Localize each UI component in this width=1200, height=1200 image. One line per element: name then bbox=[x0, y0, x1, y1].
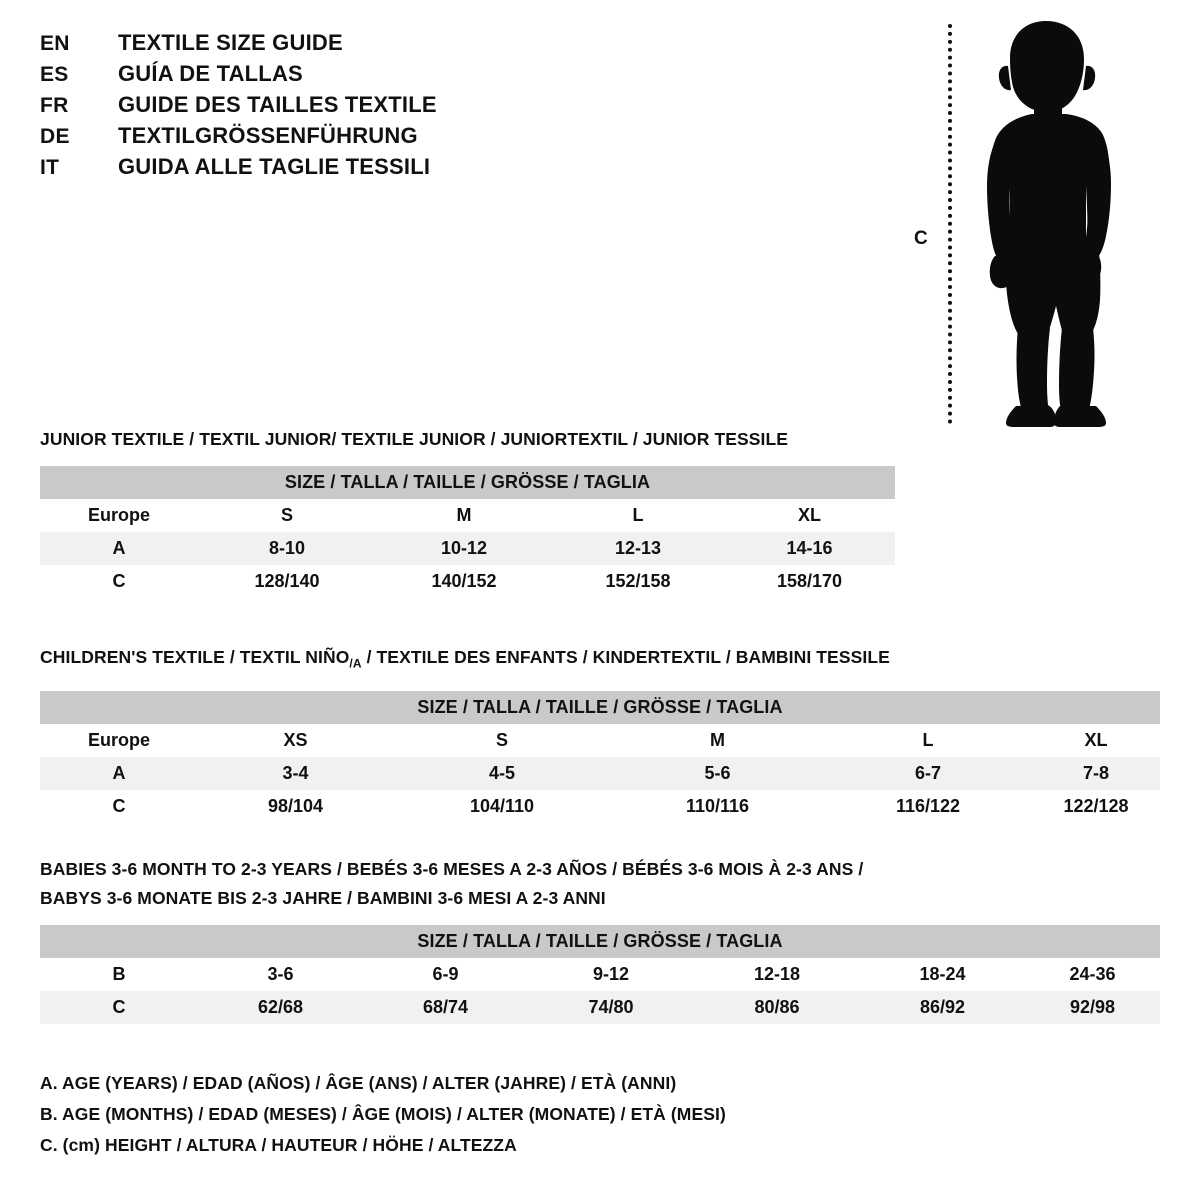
age-cell: 14-16 bbox=[724, 532, 895, 565]
height-dotted-line bbox=[948, 24, 952, 424]
legend-block: A. AGE (YEARS) / EDAD (AÑOS) / ÂGE (ANS)… bbox=[40, 1068, 1160, 1161]
row-label: A bbox=[40, 532, 198, 565]
table-header-row: SIZE / TALLA / TAILLE / GRÖSSE / TAGLIA bbox=[40, 925, 1160, 958]
size-cell: XS bbox=[283, 729, 308, 750]
height-cell: 86/92 bbox=[860, 991, 1025, 1024]
age-cell: 5-6 bbox=[611, 756, 824, 790]
language-row: ES GUÍA DE TALLAS bbox=[40, 61, 660, 92]
language-code: EN bbox=[40, 32, 70, 55]
row-label: A bbox=[40, 756, 198, 790]
table-row: B 3-6 6-9 9-12 12-18 18-24 24-36 bbox=[40, 958, 1160, 991]
age-cell: 4-5 bbox=[393, 756, 611, 790]
language-code: IT bbox=[40, 156, 60, 179]
age-cell: 3-4 bbox=[198, 756, 393, 790]
row-label: C bbox=[112, 571, 126, 591]
height-cell: 116/122 bbox=[895, 795, 961, 816]
babies-size-table: SIZE / TALLA / TAILLE / GRÖSSE / TAGLIA … bbox=[40, 925, 1160, 1024]
legend-line-b: B. AGE (MONTHS) / EDAD (MESES) / ÂGE (MO… bbox=[40, 1104, 726, 1124]
height-cell: 122/128 bbox=[1063, 795, 1129, 816]
months-cell: 24-36 bbox=[1069, 964, 1116, 984]
children-table-header: SIZE / TALLA / TAILLE / GRÖSSE / TAGLIA bbox=[40, 690, 1160, 724]
legend-line-c: C. (cm) HEIGHT / ALTURA / HAUTEUR / HÖHE… bbox=[40, 1135, 517, 1155]
height-cell: 68/74 bbox=[363, 991, 528, 1024]
babies-section-title-line2: BABYS 3-6 MONATE BIS 2-3 JAHRE / BAMBINI… bbox=[40, 888, 606, 908]
size-cell: S bbox=[280, 505, 293, 525]
table-row: C 98/104 104/110 110/116 116/122 122/128 bbox=[40, 790, 1160, 823]
junior-table-header: SIZE / TALLA / TAILLE / GRÖSSE / TAGLIA bbox=[40, 466, 895, 499]
size-cell: M bbox=[710, 729, 725, 750]
height-cell: 74/80 bbox=[528, 991, 694, 1024]
height-cell: 152/158 bbox=[605, 571, 671, 591]
child-silhouette-icon bbox=[987, 21, 1111, 427]
row-label: Europe bbox=[87, 505, 150, 525]
children-section-title-part2: / TEXTILE DES ENFANTS / KINDERTEXTIL / B… bbox=[361, 647, 890, 667]
babies-table-header: SIZE / TALLA / TAILLE / GRÖSSE / TAGLIA bbox=[40, 925, 1160, 958]
months-cell: 3-6 bbox=[267, 964, 294, 984]
age-cell: 8-10 bbox=[198, 532, 376, 565]
table-row: Europe XS S M L XL bbox=[40, 724, 1160, 757]
table-row: A 8-10 10-12 12-13 14-16 bbox=[40, 532, 895, 565]
babies-textile-section: BABIES 3-6 MONTH TO 2-3 YEARS / BEBÉS 3-… bbox=[40, 855, 1160, 1024]
months-cell: 12-18 bbox=[753, 964, 801, 984]
language-row: EN TEXTILE SIZE GUIDE bbox=[40, 30, 660, 61]
row-label: C bbox=[112, 795, 126, 816]
table-row: A 3-4 4-5 5-6 6-7 7-8 bbox=[40, 756, 1160, 790]
babies-section-title-line1: BABIES 3-6 MONTH TO 2-3 YEARS / BEBÉS 3-… bbox=[40, 859, 864, 879]
language-title: TEXTILE SIZE GUIDE bbox=[118, 30, 343, 55]
months-cell: 9-12 bbox=[592, 964, 630, 984]
table-row: C 128/140 140/152 152/158 158/170 bbox=[40, 565, 895, 598]
height-cell: 104/110 bbox=[469, 795, 535, 816]
height-cell: 80/86 bbox=[694, 991, 860, 1024]
table-header-row: SIZE / TALLA / TAILLE / GRÖSSE / TAGLIA bbox=[40, 690, 1160, 724]
months-cell: 6-9 bbox=[432, 964, 459, 984]
table-row: C 62/68 68/74 74/80 80/86 86/92 92/98 bbox=[40, 991, 1160, 1024]
children-section-title-sub: /A bbox=[349, 656, 362, 671]
row-label: B bbox=[112, 964, 126, 984]
height-cell: 128/140 bbox=[254, 571, 320, 591]
row-label: Europe bbox=[87, 729, 150, 750]
height-cell: 158/170 bbox=[776, 571, 843, 591]
children-textile-section: CHILDREN'S TEXTILE / TEXTIL NIÑO/A / TEX… bbox=[40, 643, 1160, 823]
legend-line-a: A. AGE (YEARS) / EDAD (AÑOS) / ÂGE (ANS)… bbox=[40, 1073, 677, 1093]
height-cell: 98/104 bbox=[267, 795, 324, 816]
junior-section-title: JUNIOR TEXTILE / TEXTIL JUNIOR/ TEXTILE … bbox=[40, 429, 789, 449]
language-row: DE TEXTILGRÖSSENFÜHRUNG bbox=[40, 123, 660, 154]
language-code: FR bbox=[40, 94, 69, 117]
height-cell: 92/98 bbox=[1025, 991, 1160, 1024]
junior-size-table: SIZE / TALLA / TAILLE / GRÖSSE / TAGLIA … bbox=[40, 466, 895, 598]
table-row: Europe S M L XL bbox=[40, 499, 895, 532]
size-cell: XL bbox=[797, 505, 821, 525]
size-cell: S bbox=[495, 729, 508, 750]
language-code: DE bbox=[40, 125, 70, 148]
language-title-block: EN TEXTILE SIZE GUIDE ES GUÍA DE TALLAS … bbox=[40, 30, 660, 185]
children-section-title-part1: CHILDREN'S TEXTILE / TEXTIL NIÑO bbox=[40, 647, 350, 667]
row-label: C bbox=[40, 991, 198, 1024]
age-cell: 6-7 bbox=[824, 756, 1032, 790]
height-cell: 62/68 bbox=[198, 991, 363, 1024]
language-title: GUÍA DE TALLAS bbox=[118, 61, 303, 86]
age-cell: 7-8 bbox=[1032, 756, 1160, 790]
junior-textile-section: JUNIOR TEXTILE / TEXTIL JUNIOR/ TEXTILE … bbox=[40, 425, 895, 598]
age-cell: 10-12 bbox=[376, 532, 552, 565]
language-title: TEXTILGRÖSSENFÜHRUNG bbox=[118, 123, 418, 148]
height-figure: C bbox=[900, 10, 1130, 430]
height-cell: 110/116 bbox=[685, 795, 750, 816]
height-cell: 140/152 bbox=[431, 571, 497, 591]
language-row: FR GUIDE DES TAILLES TEXTILE bbox=[40, 92, 660, 123]
size-cell: M bbox=[456, 505, 472, 525]
table-header-row: SIZE / TALLA / TAILLE / GRÖSSE / TAGLIA bbox=[40, 466, 895, 499]
age-cell: 12-13 bbox=[552, 532, 724, 565]
months-cell: 18-24 bbox=[919, 964, 966, 984]
language-title: GUIDE DES TAILLES TEXTILE bbox=[118, 92, 437, 117]
children-size-table: SIZE / TALLA / TAILLE / GRÖSSE / TAGLIA … bbox=[40, 690, 1160, 823]
height-marker-label: C bbox=[914, 228, 928, 249]
size-cell: L bbox=[922, 729, 934, 750]
language-code: ES bbox=[40, 63, 69, 86]
children-section-title: CHILDREN'S TEXTILE / TEXTIL NIÑO/A / TEX… bbox=[40, 643, 1160, 679]
language-row: IT GUIDA ALLE TAGLIE TESSILI bbox=[40, 154, 660, 185]
size-cell: XL bbox=[1084, 729, 1108, 750]
language-title: GUIDA ALLE TAGLIE TESSILI bbox=[118, 154, 431, 179]
size-cell: L bbox=[632, 505, 644, 525]
